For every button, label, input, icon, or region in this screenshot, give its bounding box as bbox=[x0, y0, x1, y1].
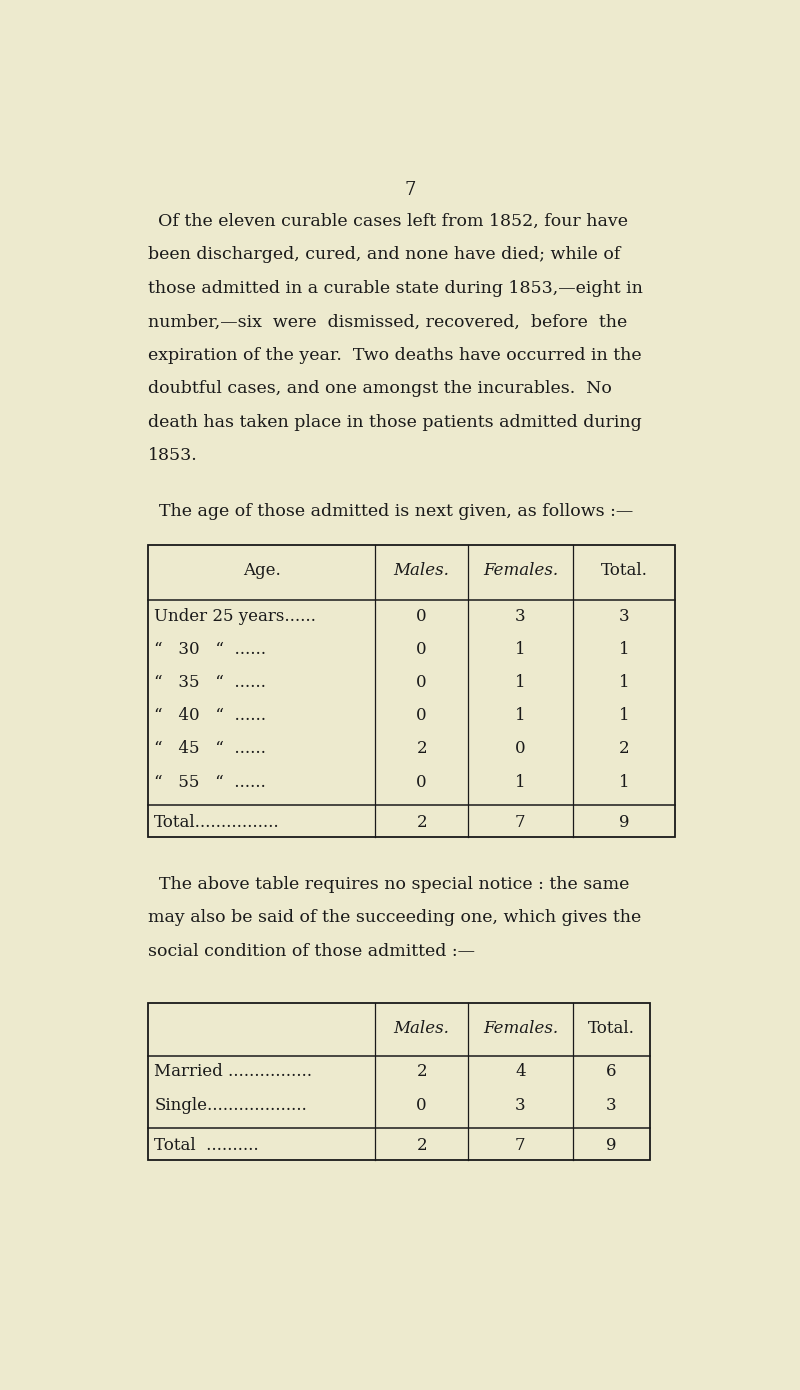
Text: Females.: Females. bbox=[483, 562, 558, 578]
Text: The age of those admitted is next given, as follows :—: The age of those admitted is next given,… bbox=[148, 503, 634, 520]
Text: 0: 0 bbox=[416, 774, 427, 791]
Text: 3: 3 bbox=[515, 1097, 526, 1113]
Text: 1: 1 bbox=[515, 674, 526, 691]
Text: 7: 7 bbox=[515, 1137, 526, 1154]
Text: 1: 1 bbox=[618, 674, 630, 691]
Text: 1: 1 bbox=[618, 708, 630, 724]
Text: may also be said of the succeeding one, which gives the: may also be said of the succeeding one, … bbox=[148, 909, 642, 927]
Text: 3: 3 bbox=[515, 607, 526, 626]
Text: 6: 6 bbox=[606, 1063, 617, 1080]
Text: 0: 0 bbox=[515, 741, 526, 758]
Text: 1: 1 bbox=[515, 708, 526, 724]
Text: social condition of those admitted :—: social condition of those admitted :— bbox=[148, 942, 475, 960]
Text: Single...................: Single................... bbox=[154, 1097, 307, 1113]
Text: Males.: Males. bbox=[394, 562, 450, 578]
Text: Total  ..........: Total .......... bbox=[154, 1137, 259, 1154]
Text: Age.: Age. bbox=[242, 562, 281, 578]
Text: doubtful cases, and one amongst the incurables.  No: doubtful cases, and one amongst the incu… bbox=[148, 381, 612, 398]
Text: Under 25 years......: Under 25 years...... bbox=[154, 607, 316, 626]
Text: 0: 0 bbox=[416, 1097, 427, 1113]
Text: 3: 3 bbox=[606, 1097, 617, 1113]
Text: 4: 4 bbox=[515, 1063, 526, 1080]
Text: number,—six  were  dismissed, recovered,  before  the: number,—six were dismissed, recovered, b… bbox=[148, 314, 627, 331]
Text: The above table requires no special notice : the same: The above table requires no special noti… bbox=[148, 876, 630, 892]
Text: 2: 2 bbox=[416, 1137, 427, 1154]
Text: those admitted in a curable state during 1853,—eight in: those admitted in a curable state during… bbox=[148, 279, 643, 297]
Text: been discharged, cured, and none have died; while of: been discharged, cured, and none have di… bbox=[148, 246, 621, 264]
Text: Married ................: Married ................ bbox=[154, 1063, 312, 1080]
Text: “   40   “  ......: “ 40 “ ...... bbox=[154, 708, 266, 724]
Bar bbox=[148, 545, 675, 837]
Text: Of the eleven curable cases left from 1852, four have: Of the eleven curable cases left from 18… bbox=[158, 213, 628, 229]
Text: “   55   “  ......: “ 55 “ ...... bbox=[154, 774, 266, 791]
Text: Total.: Total. bbox=[601, 562, 647, 578]
Text: 7: 7 bbox=[404, 181, 416, 199]
Text: 9: 9 bbox=[618, 815, 629, 831]
Text: 1: 1 bbox=[618, 641, 630, 657]
Text: 0: 0 bbox=[416, 641, 427, 657]
Text: 2: 2 bbox=[416, 741, 427, 758]
Text: 1: 1 bbox=[515, 774, 526, 791]
Text: Total................: Total................ bbox=[154, 815, 280, 831]
Text: 2: 2 bbox=[618, 741, 630, 758]
Text: 7: 7 bbox=[515, 815, 526, 831]
Text: 3: 3 bbox=[618, 607, 630, 626]
Text: death has taken place in those patients admitted during: death has taken place in those patients … bbox=[148, 414, 642, 431]
Text: “   30   “  ......: “ 30 “ ...... bbox=[154, 641, 266, 657]
Text: “   45   “  ......: “ 45 “ ...... bbox=[154, 741, 266, 758]
Bar bbox=[148, 1004, 650, 1161]
Text: 9: 9 bbox=[606, 1137, 617, 1154]
Text: “   35   “  ......: “ 35 “ ...... bbox=[154, 674, 266, 691]
Text: expiration of the year.  Two deaths have occurred in the: expiration of the year. Two deaths have … bbox=[148, 348, 642, 364]
Text: 1853.: 1853. bbox=[148, 448, 198, 464]
Text: 1: 1 bbox=[618, 774, 630, 791]
Text: 0: 0 bbox=[416, 708, 427, 724]
Text: 2: 2 bbox=[416, 815, 427, 831]
Text: 2: 2 bbox=[416, 1063, 427, 1080]
Text: Males.: Males. bbox=[394, 1020, 450, 1037]
Text: 0: 0 bbox=[416, 607, 427, 626]
Text: 1: 1 bbox=[515, 641, 526, 657]
Text: 0: 0 bbox=[416, 674, 427, 691]
Text: Total.: Total. bbox=[588, 1020, 635, 1037]
Text: Females.: Females. bbox=[483, 1020, 558, 1037]
